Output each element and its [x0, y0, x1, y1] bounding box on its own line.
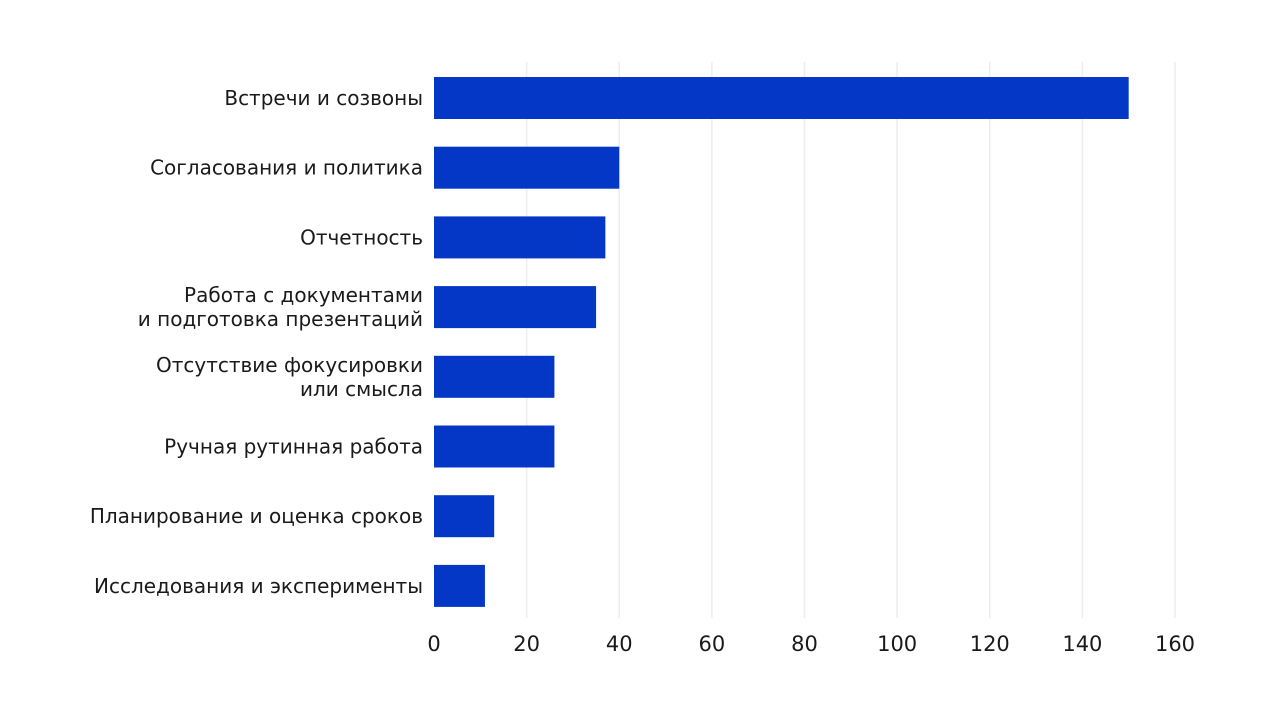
bar — [434, 495, 495, 538]
category-label: Работа с документами и подготовка презент… — [138, 283, 423, 331]
category-label: Планирование и оценка сроков — [90, 504, 423, 528]
x-tick-label: 40 — [606, 632, 633, 656]
x-tick-layer: 0 20 40 60 80 100 120 140 160 — [427, 632, 1195, 656]
category-label: Встречи и созвоны — [224, 86, 423, 110]
category-label-line: Работа с документами — [184, 283, 423, 307]
bar — [434, 355, 555, 398]
x-tick-label: 100 — [877, 632, 917, 656]
category-label: Согласования и политика — [150, 156, 423, 180]
bar — [434, 564, 485, 607]
x-tick-label: 20 — [513, 632, 540, 656]
bar — [434, 425, 555, 468]
bar — [434, 286, 597, 329]
category-label-line: Встречи и созвоны — [224, 86, 423, 110]
category-label-line: Исследования и эксперименты — [94, 574, 423, 598]
category-label-layer: Встречи и созвоны Согласования и политика… — [90, 86, 423, 598]
category-label-line: Ручная рутинная работа — [164, 435, 423, 459]
category-label-line: Планирование и оценка сроков — [90, 504, 423, 528]
category-label: Отсутствие фокусировки или смысла — [156, 353, 423, 401]
category-label-line: или смысла — [300, 377, 423, 401]
category-label: Ручная рутинная работа — [164, 435, 423, 459]
x-tick-label: 0 — [427, 632, 440, 656]
category-label-line: Согласования и политика — [150, 156, 423, 180]
bar-layer — [434, 77, 1129, 607]
x-tick-label: 60 — [699, 632, 726, 656]
category-label-line: и подготовка презентаций — [138, 307, 423, 331]
category-label-line: Отсутствие фокусировки — [156, 353, 423, 377]
category-label: Отчетность — [300, 225, 423, 249]
category-label-line: Отчетность — [300, 225, 423, 249]
grid-layer — [525, 62, 1176, 618]
category-label: Исследования и эксперименты — [94, 574, 423, 598]
bar — [434, 77, 1129, 119]
x-tick-label: 140 — [1062, 632, 1102, 656]
bar — [434, 146, 620, 189]
x-tick-label: 120 — [970, 632, 1010, 656]
x-tick-label: 80 — [791, 632, 818, 656]
bar — [434, 216, 606, 259]
x-tick-label: 160 — [1155, 632, 1195, 656]
